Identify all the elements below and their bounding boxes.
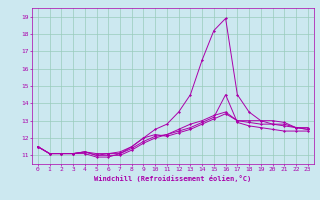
X-axis label: Windchill (Refroidissement éolien,°C): Windchill (Refroidissement éolien,°C) (94, 175, 252, 182)
